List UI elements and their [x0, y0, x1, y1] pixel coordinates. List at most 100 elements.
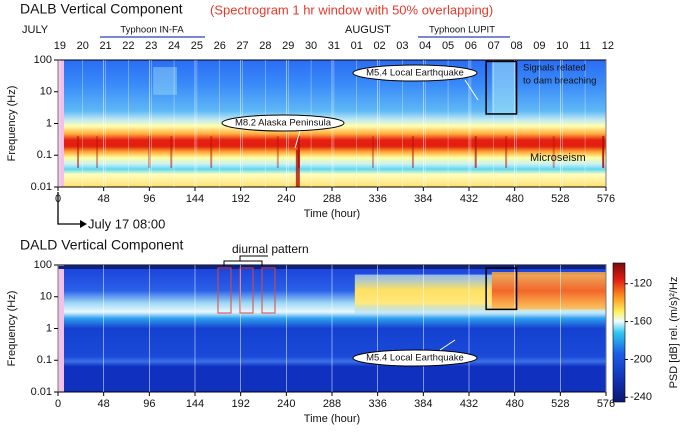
y-tick-label: 1: [46, 322, 52, 334]
day-label: 08: [510, 40, 522, 52]
streak: [170, 136, 173, 168]
streak: [371, 136, 374, 168]
typhoon-label: Typhoon IN-FA: [120, 25, 184, 36]
y-tick-label: 100: [34, 54, 52, 66]
streak: [602, 136, 605, 168]
day-label: 11: [579, 40, 590, 52]
x-tick-label: 288: [323, 398, 341, 410]
day-label: 22: [122, 40, 134, 52]
diurnal-box: [261, 267, 276, 314]
y-tick-label: 1: [46, 117, 52, 129]
day-label: 23: [145, 40, 157, 52]
streak: [295, 149, 300, 187]
x-tick-label: 0: [55, 398, 61, 410]
day-label: 12: [602, 40, 614, 52]
day-label: 29: [282, 40, 294, 52]
streak: [505, 136, 508, 168]
colorbar-tick-label: -120: [630, 278, 652, 290]
diurnal-box: [239, 267, 254, 314]
x-tick-label: 48: [98, 193, 110, 205]
y-axis-label: Frequency (Hz): [6, 86, 18, 162]
day-label: 31: [328, 40, 340, 52]
streak: [411, 136, 414, 168]
x-tick-label: 576: [597, 193, 615, 205]
x-tick-label: 432: [460, 398, 478, 410]
x-axis-label: Time (hour): [304, 413, 360, 425]
annotation: M5.4 Local Earthquake: [366, 68, 464, 79]
x-tick-label: 240: [277, 193, 295, 205]
y-axis-label: Frequency (Hz): [6, 291, 18, 367]
month-label: AUGUST: [345, 24, 391, 36]
x-tick-label: 480: [505, 398, 523, 410]
x-tick-label: 336: [368, 193, 386, 205]
day-label: 07: [488, 40, 500, 52]
streak: [96, 136, 99, 168]
day-label: 06: [465, 40, 477, 52]
annotation: Signals related: [523, 63, 586, 74]
callout: [221, 114, 345, 132]
day-label: 26: [214, 40, 226, 52]
y-tick-label: 10: [40, 291, 52, 303]
annotation: M5.4 Local Earthquake: [366, 353, 464, 364]
day-label: 01: [351, 40, 363, 52]
day-label: 02: [373, 40, 385, 52]
x-tick-label: 384: [414, 193, 432, 205]
y-tick-label: 0.1: [37, 149, 52, 161]
annotation: M8.2 Alaska Peninsula: [235, 118, 332, 129]
day-label: 04: [419, 40, 431, 52]
diurnal-bracket: [223, 255, 268, 266]
gap-strip: [58, 265, 64, 392]
x-tick-label: 240: [277, 398, 295, 410]
callout: [352, 349, 478, 367]
noise-band: [491, 272, 606, 310]
typhoon-label: Typhoon LUPIT: [429, 25, 495, 36]
x-tick-label: 432: [460, 193, 478, 205]
y-tick-label: 0.01: [31, 181, 52, 193]
x-axis-label: Time (hour): [304, 208, 360, 220]
y-tick-label: 0.01: [31, 386, 52, 398]
x-tick-label: 384: [414, 398, 432, 410]
event-band: [491, 61, 515, 114]
day-label: 30: [305, 40, 317, 52]
annotation: to dam breaching: [523, 76, 596, 87]
streak: [77, 136, 80, 168]
x-tick-label: 96: [143, 398, 155, 410]
chart-subtitle: (Spectrogram 1 hr window with 50% overla…: [210, 2, 493, 17]
x-tick-label: 192: [231, 193, 249, 205]
diurnal-box: [217, 267, 232, 314]
x-tick-label: 576: [597, 398, 615, 410]
annotation: Microseism: [530, 152, 586, 164]
streak: [552, 136, 555, 168]
gap-strip: [58, 60, 64, 187]
x-tick-label: 288: [323, 193, 341, 205]
callout-arrow: [294, 130, 301, 149]
x-tick-label: 528: [551, 193, 569, 205]
x-tick-label: 528: [551, 398, 569, 410]
colorbar-tick-label: -240: [630, 391, 652, 403]
callout-arrow: [464, 79, 479, 101]
callout: [352, 64, 478, 82]
x-tick-label: 336: [368, 398, 386, 410]
x-tick-label: 144: [186, 398, 204, 410]
month-label: JULY: [22, 24, 49, 36]
streak: [210, 136, 213, 168]
streak: [474, 136, 477, 168]
annotation: July 17 08:00: [88, 216, 165, 231]
chart-title: DALD Vertical Component: [20, 237, 184, 253]
highlight-box: [485, 267, 518, 311]
x-tick-label: 480: [505, 193, 523, 205]
x-tick-label: 192: [231, 398, 249, 410]
colorbar: [612, 262, 626, 403]
colorbar-tick-label: -200: [630, 353, 652, 365]
streak: [276, 136, 279, 168]
x-tick-label: 96: [143, 193, 155, 205]
day-label: 27: [236, 40, 248, 52]
day-label: 20: [77, 40, 89, 52]
day-label: 10: [556, 40, 568, 52]
day-label: 24: [168, 40, 180, 52]
callout-arrow: [439, 339, 456, 351]
event-band: [153, 67, 177, 95]
colorbar-label: PSD [dB] rel. (m/s)²/Hz: [668, 277, 680, 389]
day-label: 19: [54, 40, 66, 52]
